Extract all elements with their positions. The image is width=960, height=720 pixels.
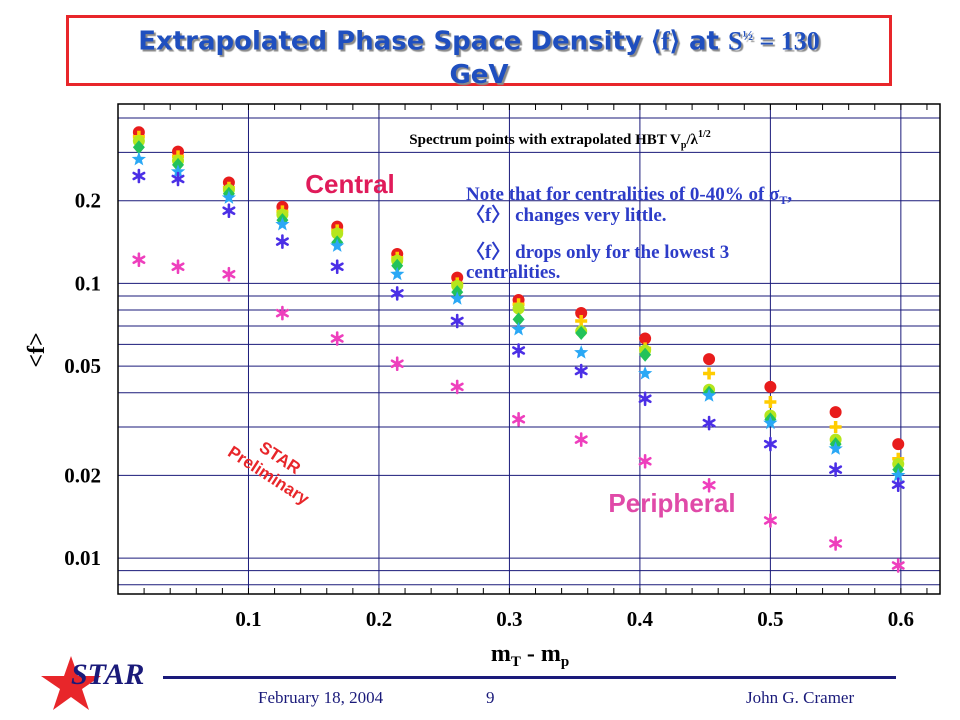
data-point [390,266,405,281]
data-point [511,321,526,336]
data-point-center [175,176,181,182]
chart-title: Extrapolated Phase Space Density ⟨f⟩ at … [69,20,889,92]
title-s-symbol: S [728,26,743,56]
data-point-center [767,441,774,447]
data-point-center [136,256,142,263]
y-axis-label: <f> [24,332,50,367]
data-point-center [394,290,401,297]
x-tick-label: 0.6 [888,607,914,631]
note-line1: Note that for centralities of 0-40% of σ… [466,184,792,207]
data-point-center [454,318,461,324]
data-point [764,396,777,409]
data-point-center [334,335,341,342]
star-preliminary-label: STAR Preliminary [224,438,312,509]
title-suffix: = 130 [752,26,820,56]
x-axis-label: mT - mp [491,641,569,670]
data-point [703,367,716,380]
data-point [701,388,717,402]
axis-ticks [143,104,928,594]
footer-page-number: 9 [486,688,495,707]
data-point-center [642,458,648,465]
data-point-center [394,360,401,367]
data-point [639,347,652,362]
title-mid: at [679,26,728,57]
data-point-center [515,347,522,354]
note-line2: 〈f〉 changes very little. [466,203,667,226]
data-point-center [454,384,461,390]
data-point-center [706,482,712,489]
data-point-center [578,368,584,374]
data-point [450,291,465,305]
data-point-center [226,271,232,278]
data-point [829,421,842,434]
data-point [575,325,588,340]
data-point [221,190,236,204]
data-point [763,415,778,430]
chart-subtitle: Spectrum points with extrapolated HBT Vp… [409,129,710,151]
data-point-center [832,540,839,547]
footer-author: John G. Cramer [746,688,855,707]
data-point [170,164,186,178]
data-point [892,438,905,451]
data-point [131,151,146,166]
note-block: Note that for centralities of 0-40% of σ… [466,184,792,283]
data-point-center [832,466,839,473]
title-s-power: ½ [742,29,753,44]
data-point-center [175,263,181,270]
y-tick-label: 0.1 [75,271,101,295]
data-point-center [279,310,286,316]
title-f-symbol: ⟨f⟩ [650,26,680,56]
data-point [275,216,290,231]
x-tick-label: 0.2 [366,607,392,631]
data-point [639,332,652,345]
title-line2: GeV [449,59,509,90]
data-point-center [279,238,286,245]
data-point [829,406,842,419]
peripheral-label: Peripheral [608,488,735,518]
data-point [575,314,588,327]
y-tick-label: 0.2 [75,189,101,213]
note-line4: centralities. [466,262,560,283]
plot-frame [117,103,941,595]
data-point [574,345,589,359]
data-point-center [136,173,142,179]
data-point [703,353,716,366]
data-point-center [515,416,522,423]
x-tick-label: 0.3 [496,607,522,631]
data-point-center [895,562,902,569]
footer-date: February 18, 2004 [258,688,384,707]
y-tick-label: 0.02 [64,463,101,487]
data-point [512,312,525,327]
title-box: Extrapolated Phase Space Density ⟨f⟩ at … [66,15,892,90]
x-tick-label: 0.5 [757,607,783,631]
data-point-center [642,396,648,402]
grid-lines [118,104,940,594]
central-label: Central [305,169,395,199]
x-tick-label: 0.1 [235,607,261,631]
star-logo-text: STAR [71,658,145,691]
y-tick-label: 0.05 [64,354,101,378]
note-line3: 〈f〉 drops only for the lowest 3 [466,240,729,263]
data-point [828,441,843,455]
star-logo-icon [41,656,101,710]
title-prefix: Extrapolated Phase Space Density [138,26,651,57]
data-point-center [578,436,584,443]
data-point [391,258,404,273]
data-point-center [334,263,341,270]
y-tick-label: 0.01 [64,546,101,570]
data-point-center [226,207,232,214]
data-point [330,238,345,252]
data-point-center [895,481,902,488]
data-point [638,366,653,380]
data-point-center [767,517,774,524]
data-point [891,467,906,482]
data-point-center [706,420,712,426]
x-tick-label: 0.4 [627,607,654,631]
footer-divider [163,676,896,679]
data-point [764,380,777,393]
tick-labels: 0.1 0.2 0.3 0.4 0.5 0.6 0.01 0.02 0.05 0.1 0.2 [64,189,914,631]
data-point [132,140,145,155]
data-markers [131,126,906,573]
